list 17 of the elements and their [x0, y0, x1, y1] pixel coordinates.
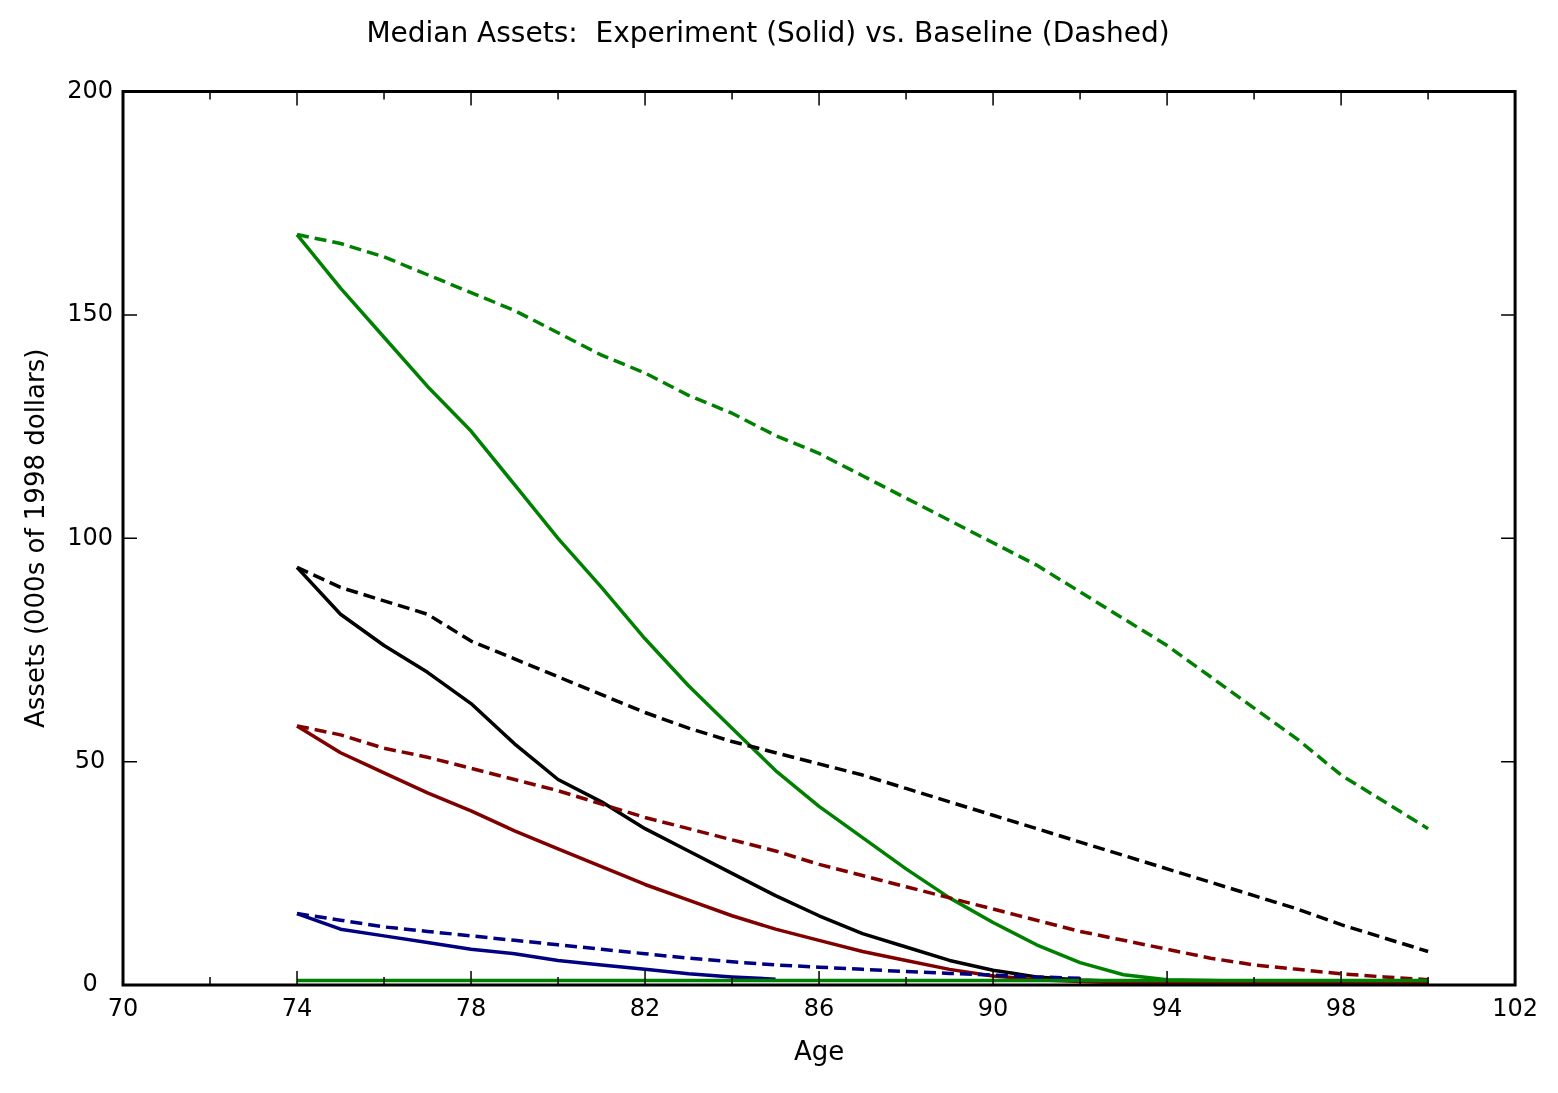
y-tick-label: 50 — [74, 745, 106, 774]
y-tick-label: 0 — [82, 969, 98, 998]
x-tick-label: 102 — [1492, 993, 1538, 1022]
x-tick-label: 78 — [455, 993, 487, 1022]
x-tick-label: 82 — [629, 993, 661, 1022]
y-tick-label: 200 — [67, 75, 114, 104]
x-tick-label: 94 — [1151, 993, 1183, 1022]
x-axis-title: Age — [793, 1036, 845, 1067]
x-tick-label: 70 — [107, 993, 139, 1022]
x-tick-label: 98 — [1325, 993, 1357, 1022]
x-tick-label: 86 — [803, 993, 835, 1022]
y-axis-title: Assets (000s of 1998 dollars) — [20, 348, 51, 728]
x-tick-label: 74 — [281, 993, 313, 1022]
y-tick-label: 150 — [67, 299, 114, 328]
y-tick-label: 100 — [67, 522, 114, 551]
x-tick-label: 90 — [977, 993, 1009, 1022]
chart-title: Median Assets: Experiment (Solid) vs. Baseline (Dashed) — [366, 16, 1170, 50]
